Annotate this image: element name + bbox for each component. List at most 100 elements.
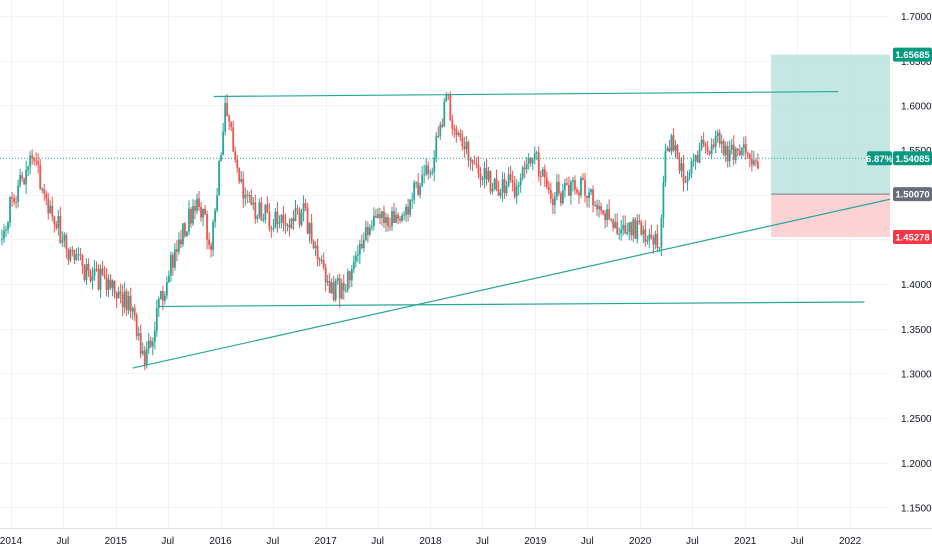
price-label-bg [893, 229, 932, 244]
candle-body [632, 219, 635, 236]
candle-body [137, 333, 140, 336]
x-tick-label: 2019 [524, 536, 547, 547]
candle-body [551, 198, 554, 206]
candle-body [204, 208, 206, 215]
x-tick-label: 2022 [839, 536, 862, 547]
candle-body [21, 175, 24, 179]
candle-body [364, 227, 367, 241]
candle-body [302, 203, 305, 213]
candle-body [710, 144, 713, 154]
x-tick-label: Jul [476, 536, 489, 547]
candle-body [509, 174, 512, 181]
candle-body [700, 139, 703, 149]
position-loss-zone [771, 194, 890, 237]
candle-body [41, 189, 44, 191]
candle-body [310, 223, 313, 241]
candle-body [495, 178, 498, 190]
candle-body [646, 240, 649, 242]
candle-body [246, 194, 249, 196]
candle-body [350, 269, 353, 281]
candle-body [399, 218, 401, 221]
candle-body [292, 218, 295, 222]
candle-body [684, 182, 687, 184]
candle-body [67, 248, 70, 261]
candle-body [756, 161, 759, 169]
candle-body [459, 133, 462, 138]
candle-body [704, 143, 707, 147]
candle-body [630, 222, 633, 236]
candle-body [712, 144, 715, 147]
candle-body [521, 167, 524, 179]
candle-body [610, 219, 613, 221]
candle-body [59, 216, 62, 243]
candle-body [608, 209, 611, 220]
candle-body [228, 116, 231, 122]
candle-body [559, 193, 562, 204]
candle-body [596, 204, 598, 210]
candle-body [358, 243, 361, 255]
candles [1, 91, 759, 371]
candle-body [230, 121, 233, 128]
candle-body [650, 234, 653, 238]
candle-body [196, 198, 198, 211]
y-tick-label: 1.30000 [901, 369, 932, 380]
candle-body [642, 229, 645, 235]
x-tick-label: Jul [581, 536, 594, 547]
candle-body [744, 144, 747, 153]
candle-body [210, 244, 212, 250]
x-tick-label: Jul [266, 536, 279, 547]
candle-body [423, 174, 426, 176]
candle-body [572, 180, 574, 182]
candle-body [244, 194, 247, 199]
candle-body [131, 307, 134, 312]
candle-body [377, 214, 379, 218]
candle-body [413, 182, 416, 200]
candle-body [505, 185, 508, 194]
candle-body [13, 198, 15, 202]
candle-body [371, 225, 373, 228]
candle-body [238, 167, 241, 182]
candle-body [409, 199, 412, 215]
candle-body [139, 333, 142, 354]
candle-body [638, 220, 641, 223]
candle-body [232, 127, 235, 152]
candle-body [157, 299, 160, 308]
candle-body [173, 249, 176, 268]
price-label-bg [893, 47, 932, 62]
candle-body [280, 214, 283, 223]
price-label: 1.54085 [895, 154, 930, 165]
candle-body [362, 240, 365, 249]
candle-body [576, 189, 578, 193]
candle-body [431, 171, 434, 174]
candle-body [718, 132, 721, 144]
change-label-bg [867, 151, 892, 166]
candle-body [405, 206, 407, 215]
candle-body [83, 266, 86, 281]
candle-body [165, 282, 168, 296]
candle-body [87, 263, 90, 271]
candle-body [272, 228, 275, 230]
candle-body [433, 157, 436, 172]
candle-body [666, 147, 669, 152]
candle-body [176, 249, 178, 252]
candle-body [539, 176, 542, 178]
y-tick-label: 1.60000 [901, 101, 932, 112]
candle-body [284, 222, 287, 226]
candle-body [706, 146, 709, 152]
price-label: 1.50070 [895, 190, 929, 201]
trendline-2 [159, 301, 865, 308]
candle-body [545, 177, 548, 187]
candle-body [483, 167, 486, 179]
candle-body [127, 296, 130, 311]
candle-body [129, 296, 132, 312]
x-tick-label: Jul [791, 536, 804, 547]
candle-body [71, 249, 74, 251]
candle-body [312, 240, 315, 249]
candle-body [149, 340, 152, 347]
candle-body [314, 245, 317, 249]
candle-body [234, 151, 237, 160]
candle-body [429, 173, 432, 175]
grid [0, 0, 890, 528]
candle-body [636, 220, 639, 239]
